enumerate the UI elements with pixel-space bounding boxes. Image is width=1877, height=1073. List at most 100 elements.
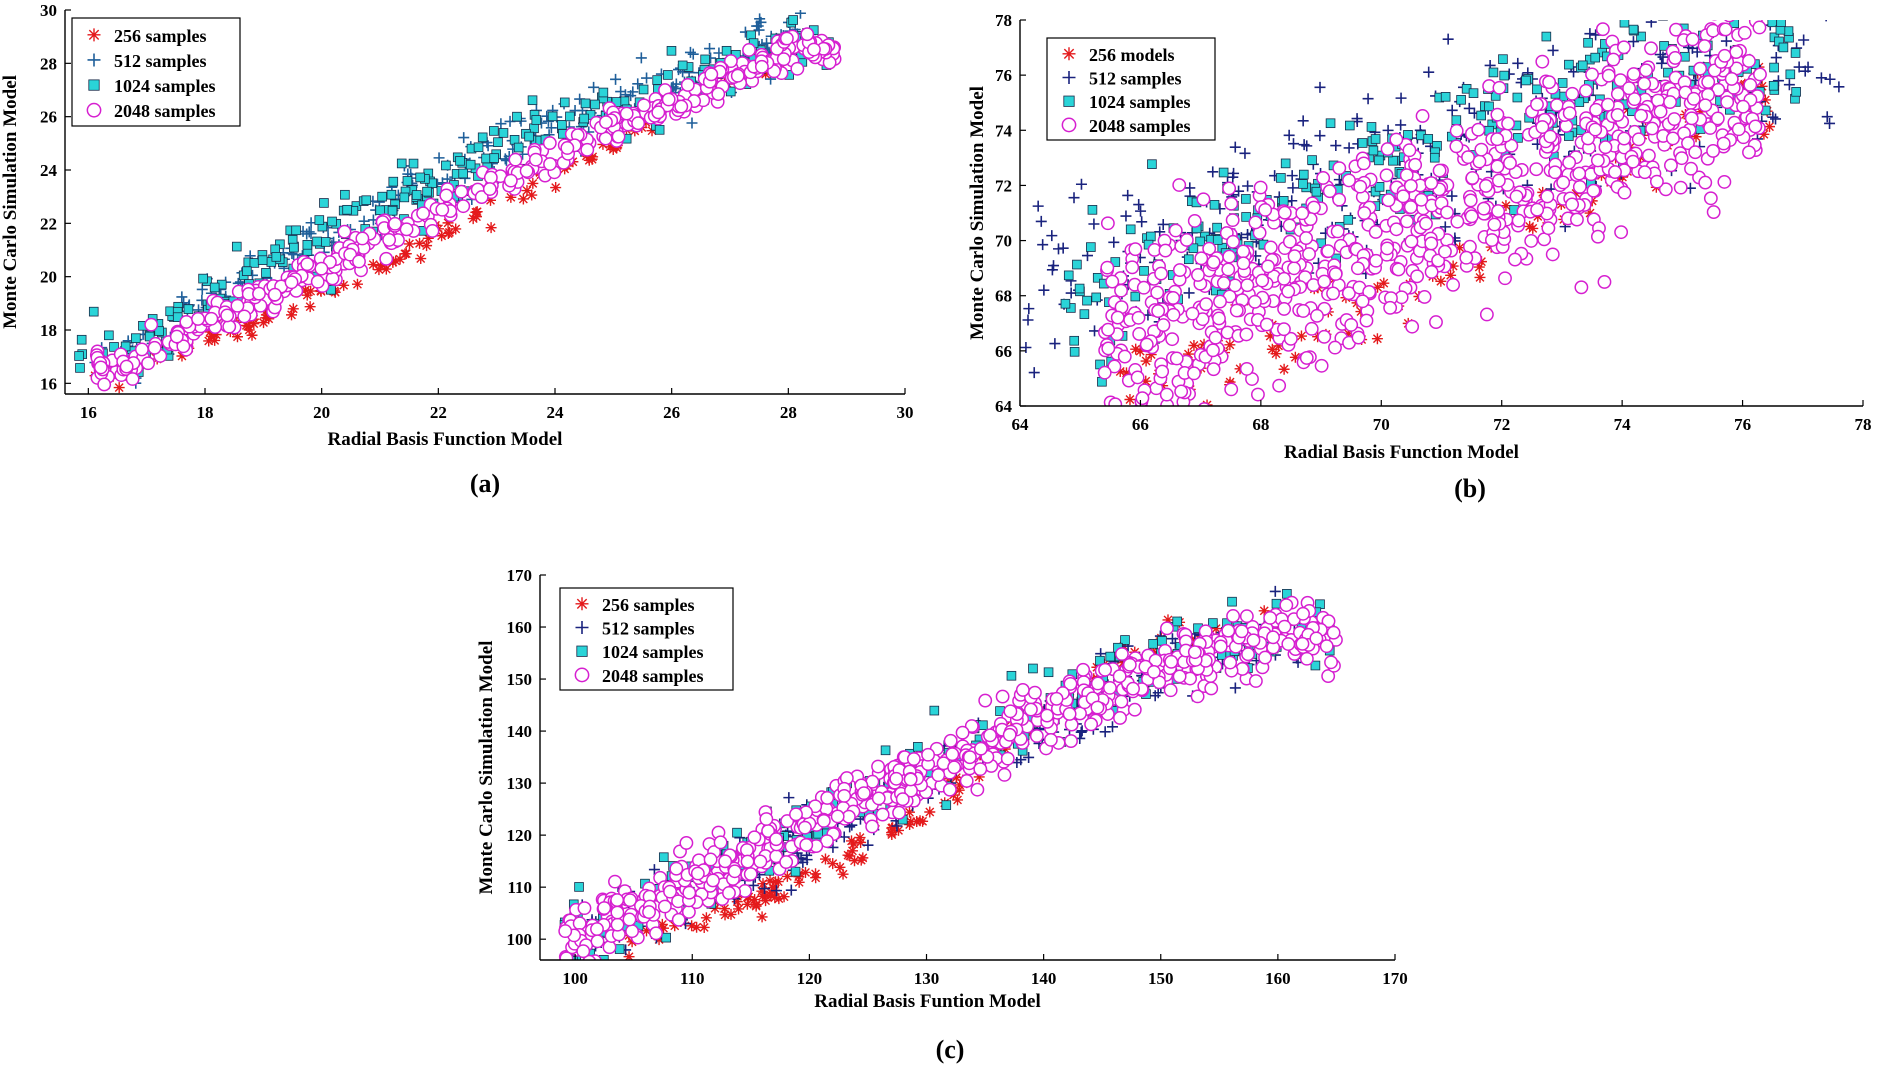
series-2048-samples [558, 595, 1343, 960]
data-point [1415, 109, 1430, 123]
data-point [1206, 343, 1220, 358]
data-point [261, 268, 271, 278]
data-point [1344, 317, 1359, 332]
data-point [1135, 391, 1150, 406]
data-point [626, 936, 638, 948]
data-point [355, 231, 370, 246]
data-point [1210, 623, 1222, 635]
data-point [286, 309, 298, 321]
data-point [827, 858, 839, 870]
data-point [1405, 319, 1420, 334]
data-point [481, 153, 491, 164]
data-point [1076, 725, 1088, 737]
data-point [1752, 20, 1767, 35]
data-point [1487, 217, 1502, 232]
data-point [483, 170, 498, 185]
legend-entry: 1024 samples [1089, 92, 1191, 112]
data-point [1509, 189, 1524, 204]
data-point [730, 68, 745, 83]
data-point [887, 822, 899, 834]
data-point [1383, 300, 1398, 315]
data-point [1321, 244, 1336, 259]
data-point [1258, 650, 1272, 665]
data-point [1688, 145, 1703, 160]
data-point [1684, 111, 1699, 126]
data-point [258, 317, 270, 329]
data-point [602, 940, 617, 955]
data-point [1287, 249, 1302, 264]
data-point [1716, 136, 1731, 151]
legend-entry: 512 samples [602, 619, 695, 639]
data-point [340, 189, 350, 200]
data-point [1277, 619, 1292, 634]
x-tick-label: 28 [780, 403, 797, 422]
data-point [1273, 340, 1285, 352]
data-point [1134, 345, 1146, 357]
data-point [450, 223, 462, 235]
data-point [1266, 630, 1280, 645]
x-tick-label: 20 [313, 403, 330, 422]
data-point [1330, 140, 1342, 152]
data-point [1379, 168, 1394, 183]
data-point [508, 152, 523, 167]
data-point [1298, 169, 1309, 180]
data-point [1513, 133, 1523, 143]
data-point [1307, 155, 1317, 165]
data-point [1758, 128, 1770, 140]
data-point [1204, 681, 1219, 696]
data-point [651, 105, 666, 120]
data-point [1391, 262, 1406, 277]
data-point [846, 845, 858, 857]
data-point [1585, 67, 1599, 82]
data-point [753, 854, 768, 869]
data-point [1146, 664, 1161, 679]
data-point [388, 176, 399, 187]
data-point [1062, 707, 1077, 721]
data-point [1090, 676, 1105, 691]
data-point [1136, 280, 1151, 295]
data-point [454, 184, 469, 199]
data-point [1236, 244, 1251, 259]
data-point [1729, 45, 1744, 60]
y-tick-label: 70 [995, 232, 1012, 251]
data-point [906, 752, 921, 766]
data-point [1079, 309, 1090, 319]
data-point [1380, 241, 1395, 256]
data-point [765, 889, 777, 901]
data-point [1503, 156, 1517, 171]
data-point [550, 182, 562, 194]
data-point [1133, 199, 1145, 211]
data-point [1543, 129, 1558, 144]
data-point [198, 273, 208, 284]
data-point [1131, 310, 1146, 325]
data-point [1451, 115, 1462, 125]
data-point [1147, 159, 1157, 169]
data-point [1221, 623, 1236, 638]
data-point [1172, 178, 1187, 192]
data-point [1325, 118, 1336, 129]
data-point [1491, 204, 1506, 219]
data-point [1547, 44, 1559, 56]
data-point [794, 10, 806, 19]
data-point [917, 815, 929, 827]
data-point [690, 866, 705, 881]
data-point [257, 255, 268, 265]
data-point [1107, 359, 1122, 374]
data-point [1798, 34, 1810, 46]
data-point [1345, 120, 1355, 131]
data-point [1498, 54, 1508, 64]
data-point [964, 719, 979, 733]
data-point [1229, 303, 1244, 318]
chart-panel-3: 100 110 120 130 140 150 160 170 100 110 120 130 140 1… [476, 566, 1408, 1064]
data-point [611, 129, 626, 144]
data-point [458, 132, 470, 144]
x-axis-label: Radial Basis Function Model [328, 429, 563, 450]
data-point [732, 827, 742, 838]
data-point [1656, 57, 1668, 69]
data-point [1234, 624, 1249, 639]
data-point [597, 901, 612, 915]
data-point [1075, 726, 1087, 738]
data-point [1378, 277, 1390, 289]
data-point [1114, 647, 1129, 661]
data-point [1086, 242, 1096, 252]
